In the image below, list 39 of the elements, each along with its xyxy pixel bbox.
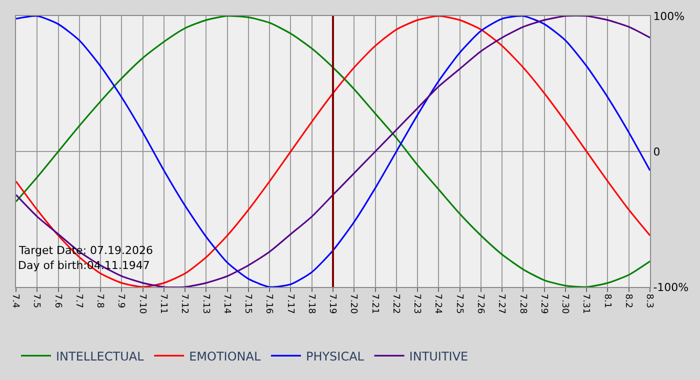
x-tick-label: 7.9 bbox=[116, 294, 126, 308]
legend-label: PHYSICAL bbox=[306, 349, 364, 364]
x-tick-label: 7.7 bbox=[73, 294, 84, 308]
x-tick-label: 7.27 bbox=[496, 294, 506, 314]
x-tick-label: 7.15 bbox=[242, 294, 253, 314]
x-tick-label: 7.14 bbox=[221, 294, 232, 314]
x-tick-label: 7.12 bbox=[179, 294, 190, 314]
y-tick-label: -100% bbox=[653, 280, 689, 294]
x-tick-label: 8.3 bbox=[644, 294, 654, 308]
x-tick-label: 7.28 bbox=[517, 294, 528, 314]
line-series bbox=[16, 16, 650, 287]
y-tick-label: 0 bbox=[653, 145, 660, 158]
x-tick-label: 7.6 bbox=[52, 294, 62, 308]
x-tick-label: 7.8 bbox=[94, 294, 105, 308]
legend-label: EMOTIONAL bbox=[189, 349, 261, 364]
x-tick-label: 7.17 bbox=[284, 294, 295, 314]
legend-label: INTELLECTUAL bbox=[56, 349, 144, 364]
x-tick-label: 7.21 bbox=[369, 294, 380, 314]
x-tick-label: 7.16 bbox=[264, 294, 274, 314]
x-tick-label: 7.30 bbox=[560, 294, 570, 314]
x-tick-label: 7.19 bbox=[327, 294, 338, 314]
x-tick-label: 7.10 bbox=[136, 294, 147, 314]
x-tick-label: 7.31 bbox=[580, 294, 591, 314]
x-tick-label: 8.2 bbox=[622, 294, 633, 308]
x-tick-label: 7.29 bbox=[538, 294, 548, 314]
x-tick-label: 7.11 bbox=[158, 294, 168, 314]
x-tick-label: 7.25 bbox=[454, 294, 464, 314]
x-tick-label: 7.13 bbox=[200, 294, 210, 314]
x-tick-label: 7.23 bbox=[412, 294, 422, 314]
x-tick-label: 7.22 bbox=[390, 294, 400, 314]
x-tick-label: 7.24 bbox=[432, 294, 443, 314]
x-tick-label: 7.4 bbox=[10, 294, 20, 308]
x-tick-label: 7.26 bbox=[475, 294, 486, 314]
x-tick-label: 7.5 bbox=[31, 294, 42, 308]
x-tick-label: 7.18 bbox=[306, 294, 316, 314]
x-tick-label: 7.20 bbox=[348, 294, 358, 314]
x-tick-label: 8.1 bbox=[602, 294, 612, 308]
legend-label: INTUITIVE bbox=[409, 349, 468, 364]
y-tick-label: 100% bbox=[653, 10, 685, 23]
